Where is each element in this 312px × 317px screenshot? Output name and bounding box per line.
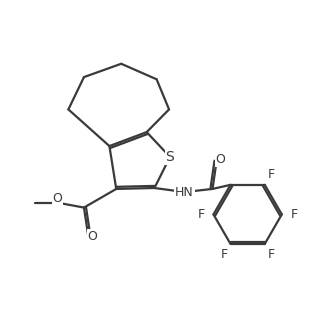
Text: O: O: [52, 192, 62, 205]
Text: S: S: [166, 150, 174, 164]
Text: O: O: [215, 153, 225, 166]
Text: O: O: [88, 230, 98, 243]
Text: F: F: [221, 248, 228, 261]
Text: HN: HN: [175, 185, 194, 198]
Text: F: F: [267, 168, 275, 181]
Text: F: F: [267, 248, 275, 261]
Text: F: F: [197, 208, 205, 221]
Text: F: F: [291, 208, 298, 221]
